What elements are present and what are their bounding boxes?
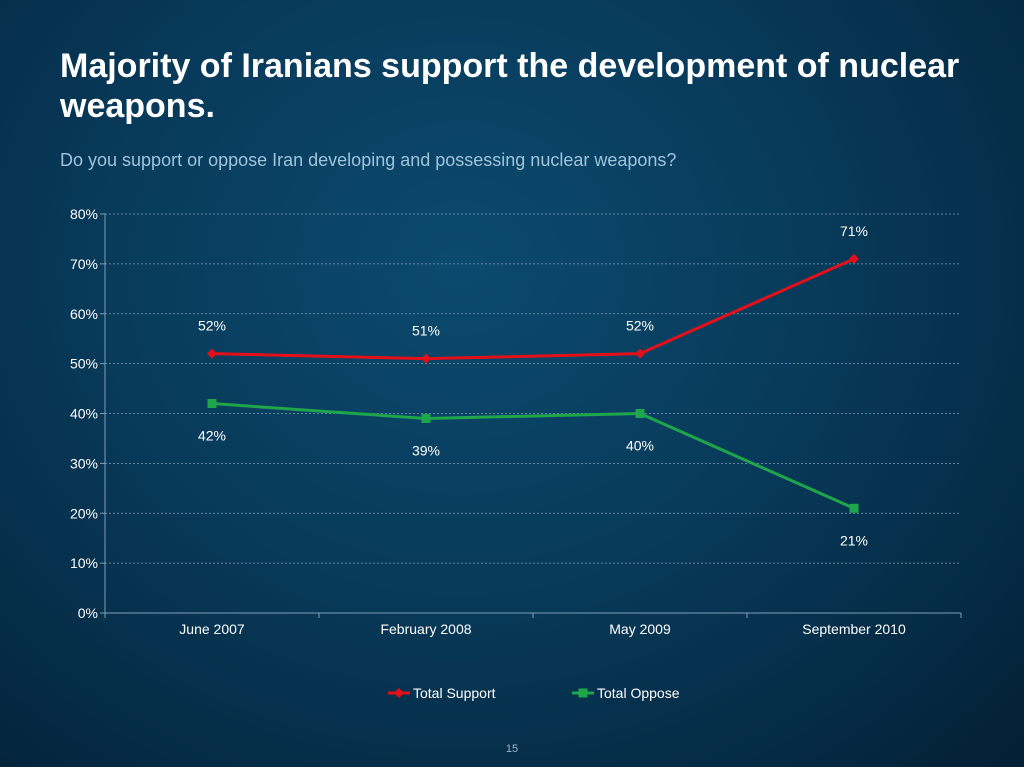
support-line xyxy=(211,257,855,361)
data-label: 71% xyxy=(840,223,868,239)
legend-marker xyxy=(578,688,588,698)
y-tick-label: 70% xyxy=(70,256,98,272)
data-label: 21% xyxy=(840,532,868,548)
x-tick-label: February 2008 xyxy=(380,621,471,637)
y-tick-label: 30% xyxy=(70,455,98,471)
y-tick-label: 10% xyxy=(70,555,98,571)
legend-label: Total Support xyxy=(413,685,496,701)
x-tick-label: May 2009 xyxy=(609,621,671,637)
y-tick-label: 20% xyxy=(70,505,98,521)
slide-subtitle: Do you support or oppose Iran developing… xyxy=(60,150,677,170)
oppose-point xyxy=(421,413,431,423)
oppose-point xyxy=(635,409,645,418)
data-label: 39% xyxy=(412,442,440,458)
support-point xyxy=(207,348,217,359)
y-tick-label: 40% xyxy=(70,406,98,422)
support-point xyxy=(849,253,859,264)
data-label: 51% xyxy=(412,323,440,339)
data-label: 52% xyxy=(198,318,226,334)
x-tick-label: June 2007 xyxy=(179,621,245,637)
legend-marker xyxy=(394,688,404,698)
data-label: 40% xyxy=(626,438,654,454)
y-tick-label: 80% xyxy=(70,206,98,222)
support-point xyxy=(421,353,431,364)
support-point xyxy=(635,348,645,359)
data-label: 52% xyxy=(626,318,654,334)
oppose-line xyxy=(211,402,855,510)
slide-title: Majority of Iranians support the develop… xyxy=(60,47,960,125)
y-tick-label: 60% xyxy=(70,306,98,322)
legend-label: Total Oppose xyxy=(597,685,680,701)
page-number: 15 xyxy=(505,743,519,755)
oppose-point xyxy=(849,503,859,513)
y-tick-label: 0% xyxy=(78,605,98,621)
data-label: 42% xyxy=(198,428,226,444)
y-tick-label: 50% xyxy=(70,356,98,372)
x-tick-label: September 2010 xyxy=(802,621,906,637)
oppose-point xyxy=(207,399,217,409)
